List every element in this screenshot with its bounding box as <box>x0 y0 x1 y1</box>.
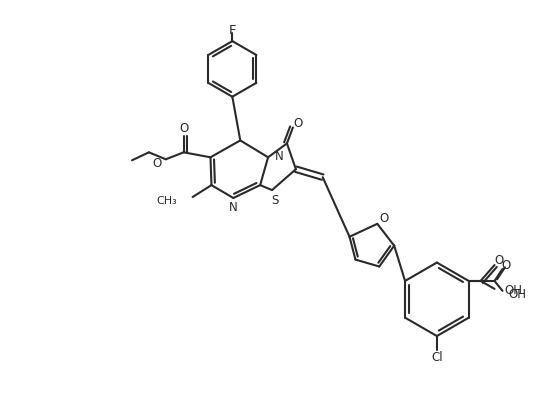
Text: S: S <box>271 194 279 207</box>
Text: OH: OH <box>509 288 527 301</box>
Text: O: O <box>293 117 302 130</box>
Text: OH: OH <box>504 284 523 297</box>
Text: Cl: Cl <box>431 352 443 364</box>
Text: O: O <box>494 254 503 267</box>
Text: O: O <box>380 212 389 225</box>
Text: O: O <box>502 259 511 272</box>
Text: CH₃: CH₃ <box>156 196 177 206</box>
Text: O: O <box>152 157 162 170</box>
Text: N: N <box>229 201 238 214</box>
Text: O: O <box>179 122 188 135</box>
Text: N: N <box>275 150 284 163</box>
Text: F: F <box>229 24 236 37</box>
